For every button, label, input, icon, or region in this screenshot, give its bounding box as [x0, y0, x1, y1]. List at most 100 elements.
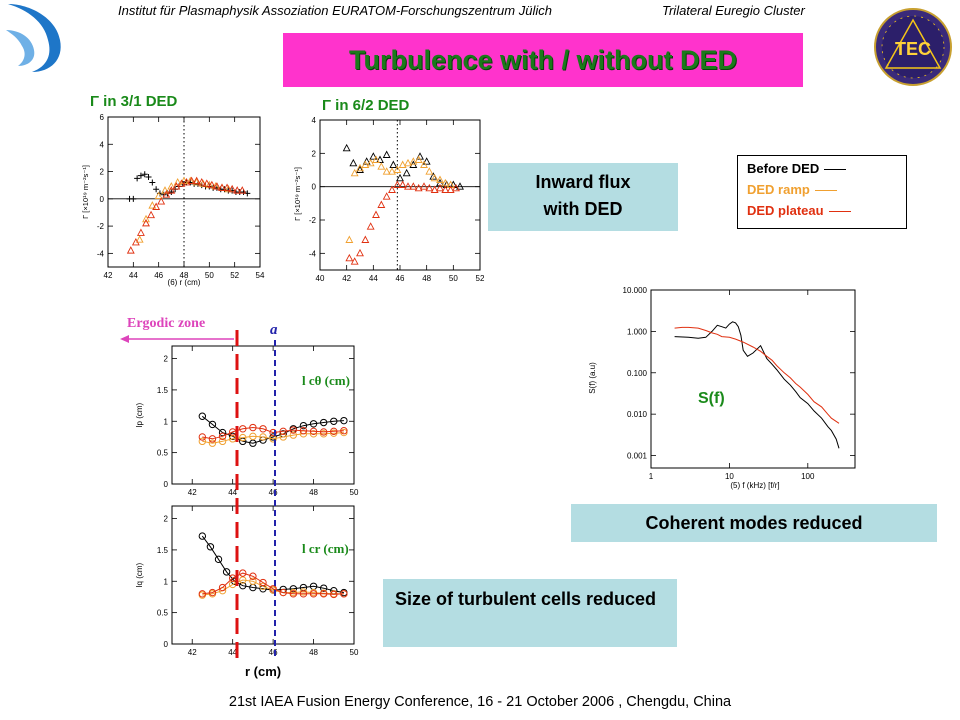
data-point — [208, 439, 217, 447]
data-point — [350, 257, 359, 265]
series-before-ded — [674, 321, 840, 449]
legend-before-label: Before DED — [747, 161, 820, 176]
slide-title: Turbulence with / without DED — [349, 45, 737, 75]
data-point — [269, 433, 277, 441]
y-tick-label: 6 — [100, 113, 105, 122]
x-tick-label: 50 — [350, 648, 359, 657]
data-point — [342, 143, 351, 152]
data-point — [153, 186, 160, 193]
data-point — [420, 182, 428, 190]
y-tick-label: 4 — [312, 116, 317, 125]
a-marker: a — [270, 322, 278, 338]
x-tick-label: 46 — [269, 648, 278, 657]
data-point — [425, 183, 434, 192]
inward-flux-text: Inward flux with DED — [535, 172, 631, 219]
data-point — [218, 432, 227, 441]
data-point — [259, 433, 267, 441]
data-point — [259, 578, 267, 587]
data-point — [249, 423, 257, 432]
data-point — [361, 160, 370, 168]
series-ded-plateau — [198, 569, 348, 599]
data-point — [330, 429, 338, 437]
data-point — [369, 152, 378, 160]
data-point — [299, 590, 308, 598]
y-tick-label: 2 — [164, 355, 169, 364]
gamma31-label: Γ in 3/1 DED — [90, 93, 178, 110]
x-tick-label: 50 — [449, 274, 458, 283]
data-point — [340, 426, 348, 435]
data-point — [279, 588, 287, 597]
data-point — [238, 186, 247, 194]
gamma62-chart: 40 42 44 46 48 50 52 -4 -2 0 2 4 Γ [×10¹⁹ m⁻²s⁻¹] — [293, 116, 485, 283]
y-tick-label: 0.001 — [627, 452, 648, 461]
y-axis-label: lq (cm) — [135, 562, 144, 587]
data-point — [430, 173, 439, 182]
x-tick-label: 46 — [154, 271, 163, 280]
data-point — [436, 175, 444, 183]
data-point — [259, 582, 267, 590]
x-tick-label: 100 — [801, 472, 815, 481]
data-point — [377, 200, 386, 208]
legend-plateau-label: DED plateau — [747, 203, 824, 218]
institute-header: Institut für Plasmaphysik Assoziation EU… — [118, 3, 552, 18]
data-point — [249, 439, 257, 447]
data-point — [239, 425, 247, 433]
data-point — [382, 150, 391, 158]
data-point — [131, 237, 140, 246]
data-point — [396, 173, 404, 182]
data-point — [152, 202, 161, 210]
legend-ramp: DED ramp — [747, 182, 837, 197]
data-point — [340, 416, 348, 425]
data-point — [382, 192, 391, 200]
x-axis-label: (6) r (cm) — [168, 278, 201, 287]
tec-badge-text: TEC — [895, 39, 931, 59]
data-point — [239, 437, 247, 446]
data-point — [309, 420, 318, 428]
y-tick-label: 2 — [312, 149, 317, 158]
data-point — [202, 179, 211, 187]
data-point — [350, 168, 359, 177]
data-point — [319, 428, 328, 436]
ergodic-zone-label: Ergodic zone — [127, 316, 206, 331]
y-tick-label: -4 — [97, 249, 105, 258]
data-point — [309, 430, 318, 438]
data-point — [366, 222, 375, 230]
x-tick-label: 42 — [342, 274, 351, 283]
data-point — [249, 432, 257, 441]
x-tick-label: 48 — [309, 648, 318, 657]
data-point — [239, 569, 247, 577]
data-point — [136, 228, 145, 236]
data-point — [214, 555, 223, 564]
data-point — [420, 160, 428, 168]
y-tick-label: 2 — [100, 168, 105, 177]
x-tick-label: 10 — [725, 472, 734, 481]
data-point — [398, 160, 407, 168]
data-point — [199, 179, 207, 187]
data-point — [376, 155, 384, 163]
data-point — [409, 157, 418, 165]
x-tick-label: 42 — [188, 488, 197, 497]
coherent-box: Coherent modes reduced — [571, 504, 937, 542]
data-point — [192, 177, 201, 186]
data-point — [330, 590, 338, 599]
data-point — [224, 184, 233, 193]
data-point — [208, 435, 217, 443]
y-tick-label: 0.5 — [157, 609, 169, 618]
data-point — [456, 182, 464, 190]
y-tick-label: 1.5 — [157, 386, 169, 395]
legend-ramp-swatch — [814, 190, 837, 192]
y-tick-label: 4 — [100, 140, 105, 149]
x-tick-label: 50 — [350, 488, 359, 497]
data-point — [192, 176, 201, 185]
y-axis-label: lp (cm) — [135, 402, 144, 427]
data-point — [372, 155, 380, 163]
y-tick-label: 0.100 — [627, 369, 648, 378]
x-tick-label: 44 — [129, 271, 138, 280]
data-point — [167, 186, 176, 194]
x-tick-label: 52 — [230, 271, 239, 280]
data-point — [269, 585, 277, 593]
legend-plateau-swatch — [828, 211, 851, 213]
data-point — [142, 218, 150, 227]
data-point — [269, 428, 277, 437]
series-line — [201, 535, 344, 594]
